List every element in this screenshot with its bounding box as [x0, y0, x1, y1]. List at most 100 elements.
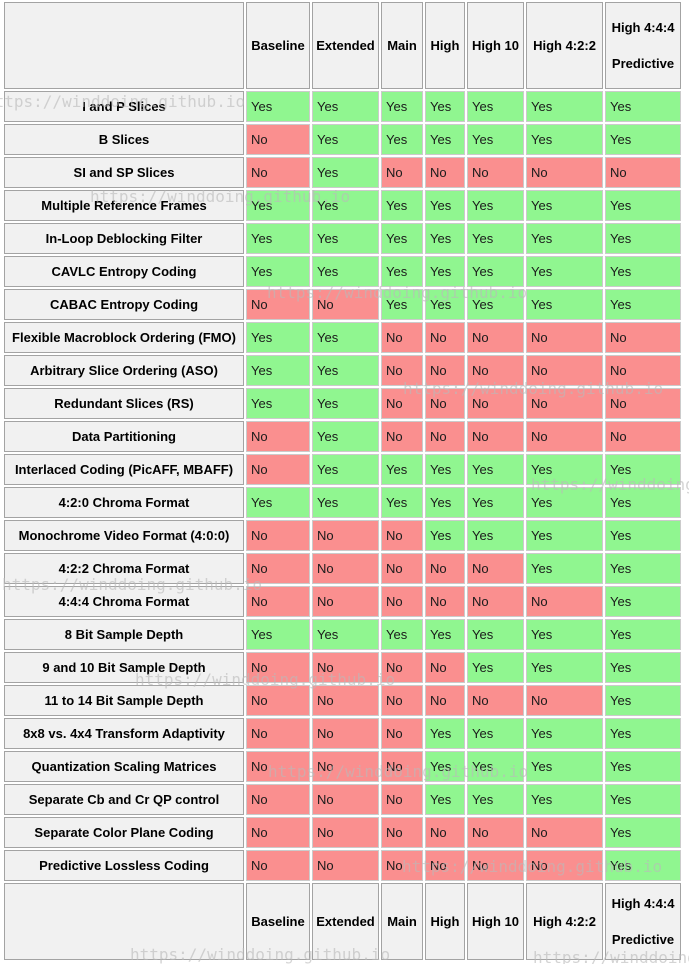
value-cell-high-422: Yes	[526, 223, 603, 254]
feature-label-cell: I and P Slices	[4, 91, 244, 122]
feature-row: Arbitrary Slice Ordering (ASO) Yes Yes No No…	[4, 355, 681, 386]
top-header-row: Baseline Extended Main High High 10 High 4:2:…	[4, 2, 681, 89]
top-header-cell-high: High	[425, 2, 465, 89]
value-cell-high-444-predictive: No	[605, 388, 681, 419]
value-cell-high-10: Yes	[467, 487, 524, 518]
value-cell-baseline: Yes	[246, 190, 310, 221]
value-cell-baseline: No	[246, 751, 310, 782]
value-cell-extended: No	[312, 784, 379, 815]
feature-row: Separate Color Plane Coding No No No No No No Y…	[4, 817, 681, 848]
value-cell-extended: No	[312, 685, 379, 716]
value-cell-high: Yes	[425, 619, 465, 650]
feature-label-cell: Arbitrary Slice Ordering (ASO)	[4, 355, 244, 386]
feature-label-cell: 4:4:4 Chroma Format	[4, 586, 244, 617]
value-cell-high-444-predictive: Yes	[605, 454, 681, 485]
value-cell-extended: Yes	[312, 157, 379, 188]
value-cell-high-444-predictive: Yes	[605, 784, 681, 815]
feature-row: Multiple Reference Frames Yes Yes Yes Yes Yes…	[4, 190, 681, 221]
value-cell-high-444-predictive: No	[605, 355, 681, 386]
feature-row: Monochrome Video Format (4:0:0) No No No Yes…	[4, 520, 681, 551]
value-cell-main: No	[381, 157, 423, 188]
column-header-label: High	[430, 38, 460, 53]
value-cell-high-444-predictive: No	[605, 421, 681, 452]
value-cell-main: No	[381, 718, 423, 749]
feature-row: In-Loop Deblocking Filter Yes Yes Yes Yes Yes…	[4, 223, 681, 254]
bottom-header-corner-cell	[4, 883, 244, 960]
value-cell-high-444-predictive: Yes	[605, 619, 681, 650]
value-cell-extended: No	[312, 751, 379, 782]
bottom-header-cell-extended: Extended	[312, 883, 379, 960]
feature-label-cell: Data Partitioning	[4, 421, 244, 452]
value-cell-high-444-predictive: Yes	[605, 817, 681, 848]
value-cell-main: No	[381, 817, 423, 848]
value-cell-high-422: Yes	[526, 256, 603, 287]
value-cell-high-10: Yes	[467, 91, 524, 122]
value-cell-high-422: Yes	[526, 289, 603, 320]
top-header-cell-baseline: Baseline	[246, 2, 310, 89]
feature-label-cell: Redundant Slices (RS)	[4, 388, 244, 419]
value-cell-high-444-predictive: Yes	[605, 718, 681, 749]
value-cell-high-10: Yes	[467, 124, 524, 155]
bottom-header-cell-baseline: Baseline	[246, 883, 310, 960]
value-cell-high: Yes	[425, 520, 465, 551]
feature-label-cell: 9 and 10 Bit Sample Depth	[4, 652, 244, 683]
value-cell-high-444-predictive: Yes	[605, 91, 681, 122]
value-cell-high-10: Yes	[467, 256, 524, 287]
value-cell-extended: Yes	[312, 421, 379, 452]
value-cell-main: No	[381, 751, 423, 782]
column-header-label: High 4:2:2	[533, 914, 596, 929]
value-cell-baseline: No	[246, 850, 310, 881]
value-cell-high: No	[425, 157, 465, 188]
value-cell-high-422: No	[526, 322, 603, 353]
value-cell-extended: Yes	[312, 355, 379, 386]
value-cell-high: No	[425, 553, 465, 584]
feature-row: Separate Cb and Cr QP control No No No Yes Ye…	[4, 784, 681, 815]
value-cell-high-422: Yes	[526, 124, 603, 155]
value-cell-extended: No	[312, 586, 379, 617]
value-cell-extended: Yes	[312, 322, 379, 353]
feature-row: I and P Slices Yes Yes Yes Yes Yes Yes Yes	[4, 91, 681, 122]
value-cell-high-422: No	[526, 355, 603, 386]
value-cell-baseline: No	[246, 553, 310, 584]
value-cell-high-422: No	[526, 421, 603, 452]
value-cell-high-422: Yes	[526, 784, 603, 815]
feature-label-cell: B Slices	[4, 124, 244, 155]
value-cell-extended: No	[312, 850, 379, 881]
value-cell-main: No	[381, 553, 423, 584]
feature-row: Predictive Lossless Coding No No No No No No Ye…	[4, 850, 681, 881]
value-cell-high-10: Yes	[467, 454, 524, 485]
value-cell-high-422: Yes	[526, 91, 603, 122]
value-cell-high-10: Yes	[467, 520, 524, 551]
column-header-label: Main	[387, 914, 417, 929]
value-cell-extended: Yes	[312, 190, 379, 221]
value-cell-baseline: No	[246, 784, 310, 815]
value-cell-main: No	[381, 784, 423, 815]
value-cell-high-422: No	[526, 850, 603, 881]
feature-row: CABAC Entropy Coding No No Yes Yes Yes Yes Yes	[4, 289, 681, 320]
value-cell-high: Yes	[425, 124, 465, 155]
value-cell-high-444-predictive: Yes	[605, 124, 681, 155]
value-cell-extended: Yes	[312, 388, 379, 419]
value-cell-baseline: No	[246, 157, 310, 188]
feature-row: 4:4:4 Chroma Format No No No No No No Yes	[4, 586, 681, 617]
value-cell-high-10: No	[467, 388, 524, 419]
feature-row: Quantization Scaling Matrices No No No Yes Ye…	[4, 751, 681, 782]
column-header-label: High	[430, 914, 460, 929]
value-cell-high-422: No	[526, 817, 603, 848]
value-cell-high-444-predictive: Yes	[605, 223, 681, 254]
column-header-label: Extended	[316, 38, 375, 53]
value-cell-baseline: No	[246, 718, 310, 749]
value-cell-high-444-predictive: Yes	[605, 553, 681, 584]
value-cell-high: No	[425, 421, 465, 452]
value-cell-baseline: Yes	[246, 355, 310, 386]
bottom-header-cell-high-444-predictive: High 4:4:4 Predictive	[605, 883, 681, 960]
value-cell-high-10: Yes	[467, 652, 524, 683]
value-cell-main: No	[381, 355, 423, 386]
value-cell-high: No	[425, 817, 465, 848]
value-cell-main: No	[381, 652, 423, 683]
value-cell-baseline: Yes	[246, 223, 310, 254]
value-cell-high: Yes	[425, 91, 465, 122]
value-cell-high: Yes	[425, 289, 465, 320]
value-cell-high-444-predictive: Yes	[605, 751, 681, 782]
